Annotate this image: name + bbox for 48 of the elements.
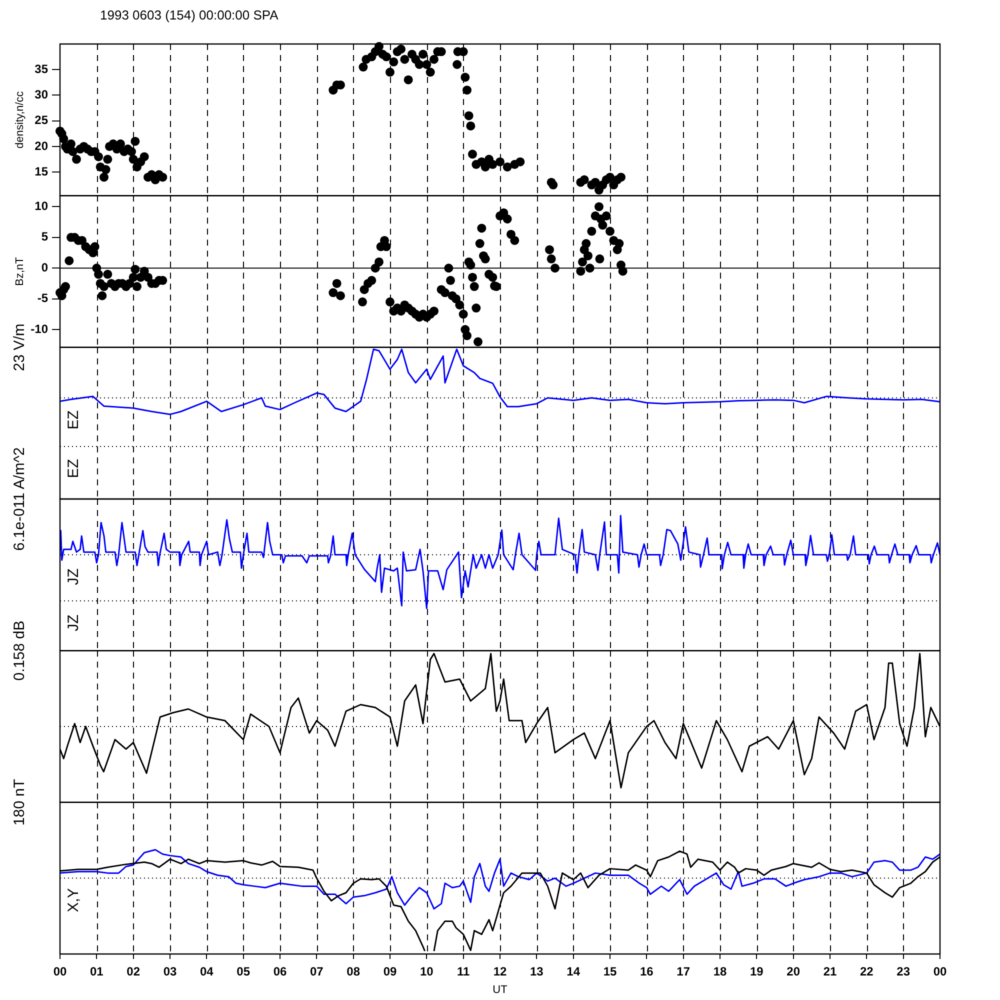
chart-title: 1993 0603 (154) 00:00:00 SPA — [100, 8, 279, 23]
x-tick-label: 17 — [676, 964, 690, 979]
x-tick-label: 19 — [750, 964, 764, 979]
x-axis-title: UT — [492, 984, 508, 996]
y-axis-title: 180 nT — [11, 778, 28, 826]
annotation: EZ — [65, 410, 82, 430]
x-tick-label: 14 — [566, 964, 580, 979]
x-tick-label: 23 — [896, 964, 910, 979]
y-tick-label: 5 — [41, 230, 48, 244]
x-tick-label: 03 — [163, 964, 177, 979]
annotation: X,Y — [65, 888, 82, 912]
x-tick-label: 16 — [640, 964, 654, 979]
x-tick-label: 22 — [860, 964, 874, 979]
x-tick-label: 12 — [493, 964, 507, 979]
text: JZ — [65, 614, 82, 632]
y-tick-label: 25 — [34, 113, 48, 128]
y-tick-label: 15 — [34, 164, 48, 178]
y-axis-title: 6.1e-011 A/m^2 — [11, 447, 28, 551]
x-tick-label: 04 — [200, 964, 214, 979]
x-tick-label: 15 — [603, 964, 617, 979]
x-tick-label: 08 — [346, 964, 360, 979]
x-tick-label: 00 — [53, 964, 67, 979]
x-tick-label: 13 — [530, 964, 544, 979]
x-tick-label: 02 — [126, 964, 140, 979]
x-tick-label: 10 — [420, 964, 434, 979]
x-tick-label: 18 — [713, 964, 727, 979]
x-tick-label: 05 — [236, 964, 250, 979]
x-tick-label: 21 — [823, 964, 837, 979]
x-tick-label: 11 — [456, 964, 470, 979]
x-tick-label: 20 — [786, 964, 800, 979]
x-tick-label: 06 — [273, 964, 287, 979]
y-tick-label: -5 — [37, 291, 48, 306]
y-axis-title: density,n/cc — [14, 90, 26, 148]
y-axis-title: Bz,nT — [14, 256, 26, 286]
x-tick-label: 07 — [310, 964, 324, 979]
x-tick-label: 01 — [90, 964, 104, 979]
y-tick-label: 10 — [34, 199, 48, 214]
y-tick-label: 35 — [34, 62, 48, 76]
x-tick-label: 00 — [933, 964, 947, 979]
annotation: JZ — [65, 568, 82, 586]
y-tick-label: -10 — [30, 322, 48, 336]
y-tick-label: 30 — [34, 88, 48, 102]
text: EZ — [65, 458, 82, 478]
y-axis-title: 23 V/m — [11, 324, 28, 372]
y-tick-label: 20 — [34, 138, 48, 153]
y-tick-label: 0 — [41, 260, 48, 274]
y-axis-title: 0.158 dB — [11, 620, 28, 681]
x-tick-label: 09 — [383, 964, 397, 979]
